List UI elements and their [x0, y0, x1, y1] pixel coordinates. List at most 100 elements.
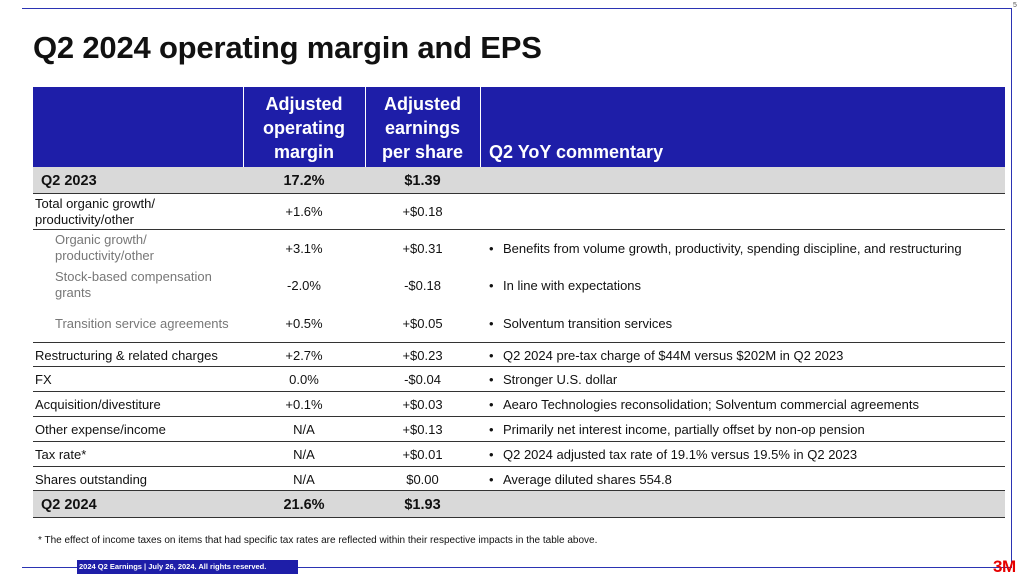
margin-value: +0.1% [285, 397, 323, 412]
table-subrow: Organic growth/ productivity/other +3.1%… [33, 230, 1005, 268]
table-header: Adjusted operating margin Adjusted earni… [33, 87, 1005, 167]
header-line: Adjusted [383, 94, 461, 114]
header-commentary: Q2 YoY commentary [489, 142, 664, 162]
header-adjusted-operating-margin: Adjusted operating margin [243, 92, 365, 164]
row-label: Transition service agreements [55, 316, 229, 331]
frame-top-line [22, 8, 1012, 9]
table-row: Acquisition/divestiture +0.1% +$0.03 • Ae… [33, 392, 1005, 417]
bullet-icon: • [489, 241, 494, 256]
header-divider [243, 87, 244, 167]
header-adjusted-eps: Adjusted earnings per share [365, 92, 480, 164]
table-row: Restructuring & related charges +2.7% +$… [33, 343, 1005, 367]
row-label-line: productivity/other [55, 248, 154, 263]
margin-value: +3.1% [285, 241, 323, 256]
table-subrows-group: Organic growth/ productivity/other +3.1%… [33, 230, 1005, 343]
margin-value: 21.6% [283, 497, 325, 513]
margin-value: N/A [293, 447, 315, 462]
eps-value: +$0.01 [402, 447, 443, 462]
bullet-icon: • [489, 397, 494, 412]
table-row: Shares outstanding N/A $0.00 • Average di… [33, 467, 1005, 491]
bullet-icon: • [489, 348, 494, 363]
eps-value: +$0.13 [402, 422, 443, 437]
header-divider [365, 87, 366, 167]
row-label-line: Stock-based compensation [55, 269, 212, 284]
header-line: per share [381, 142, 464, 162]
eps-value: $0.00 [406, 472, 439, 487]
row-label: Shares outstanding [35, 472, 148, 487]
eps-value: +$0.05 [402, 316, 443, 331]
commentary: • Stronger U.S. dollar [489, 372, 617, 387]
bullet-icon: • [489, 372, 494, 387]
table-row: Other expense/income N/A +$0.13 • Primari… [33, 417, 1005, 442]
table-subrow: Transition service agreements +0.5% +$0.… [33, 306, 1005, 342]
header-line: margin [273, 142, 334, 162]
header-line: earnings [384, 118, 461, 138]
table-row-total-organic: Total organic growth/ productivity/other… [33, 194, 1005, 230]
row-label: Acquisition/divestiture [35, 397, 161, 412]
commentary-text: Stronger U.S. dollar [503, 372, 618, 387]
frame-bottom-line [298, 567, 1012, 568]
row-label: Other expense/income [35, 422, 166, 437]
commentary: • Primarily net interest income, partiall… [489, 422, 865, 437]
row-label-line: productivity/other [35, 212, 134, 227]
eps-value: -$0.04 [404, 372, 441, 387]
eps-value: -$0.18 [404, 278, 441, 293]
header-line: Adjusted [265, 94, 343, 114]
row-label: Restructuring & related charges [35, 348, 218, 363]
commentary: • Average diluted shares 554.8 [489, 472, 672, 487]
commentary-text: Aearo Technologies reconsolidation; Solv… [503, 397, 919, 412]
3m-logo: 3M [993, 557, 1016, 576]
commentary-text: Primarily net interest income, partially… [503, 422, 865, 437]
eps-value: $1.39 [404, 173, 441, 189]
page-number: 5 [1013, 2, 1017, 9]
margin-value: 17.2% [283, 173, 325, 189]
commentary: • Aearo Technologies reconsolidation; Sol… [489, 397, 919, 412]
commentary: • Benefits from volume growth, productivi… [489, 241, 962, 256]
commentary: • Solventum transition services [489, 316, 672, 331]
margin-value: -2.0% [287, 278, 321, 293]
bullet-icon: • [489, 472, 494, 487]
row-label: FX [35, 372, 52, 387]
margin-value: N/A [293, 422, 315, 437]
margin-value: +2.7% [285, 348, 323, 363]
bullet-icon: • [489, 316, 494, 331]
commentary-text: Solventum transition services [503, 316, 673, 331]
row-label: Tax rate* [35, 447, 87, 462]
table-row: Tax rate* N/A +$0.01 • Q2 2024 adjusted t… [33, 442, 1005, 467]
commentary: • Q2 2024 adjusted tax rate of 19.1% vers… [489, 447, 857, 462]
eps-value: +$0.03 [402, 397, 443, 412]
bullet-icon: • [489, 447, 494, 462]
commentary: • In line with expectations [489, 278, 641, 293]
bridge-table: Adjusted operating margin Adjusted earni… [33, 87, 1005, 518]
table-row-start: Q2 2023 17.2% $1.39 [33, 167, 1005, 194]
eps-value: +$0.31 [402, 241, 443, 256]
eps-value: +$0.18 [402, 204, 443, 219]
footer-tag: 2024 Q2 Earnings | July 26, 2024. All ri… [77, 560, 298, 574]
row-label-line: Total organic growth/ [35, 196, 155, 211]
header-divider [480, 87, 481, 167]
commentary-text: Benefits from volume growth, productivit… [503, 241, 962, 256]
commentary-text: Average diluted shares 554.8 [503, 472, 672, 487]
margin-value: N/A [293, 472, 315, 487]
row-label: Stock-based compensation grants [55, 269, 212, 301]
bullet-icon: • [489, 422, 494, 437]
table-row: FX 0.0% -$0.04 • Stronger U.S. dollar [33, 367, 1005, 392]
row-label: Total organic growth/ productivity/other [35, 196, 155, 228]
frame-bottom-left-line [22, 567, 77, 568]
eps-value: $1.93 [404, 497, 441, 513]
margin-value: 0.0% [289, 372, 319, 387]
row-label: Q2 2024 [41, 497, 97, 513]
table-row-end: Q2 2024 21.6% $1.93 [33, 491, 1005, 518]
row-label-line: Organic growth/ [55, 232, 147, 247]
commentary-text: Q2 2024 pre-tax charge of $44M versus $2… [503, 348, 844, 363]
commentary-text: Q2 2024 adjusted tax rate of 19.1% versu… [503, 447, 858, 462]
commentary: • Q2 2024 pre-tax charge of $44M versus $… [489, 348, 843, 363]
table-subrow: Stock-based compensation grants -2.0% -$… [33, 268, 1005, 306]
eps-value: +$0.23 [402, 348, 443, 363]
footnote: * The effect of income taxes on items th… [38, 535, 598, 546]
bullet-icon: • [489, 278, 494, 293]
margin-value: +0.5% [285, 316, 323, 331]
row-label: Organic growth/ productivity/other [55, 232, 154, 264]
header-line: operating [262, 118, 345, 138]
commentary-text: In line with expectations [503, 278, 642, 293]
